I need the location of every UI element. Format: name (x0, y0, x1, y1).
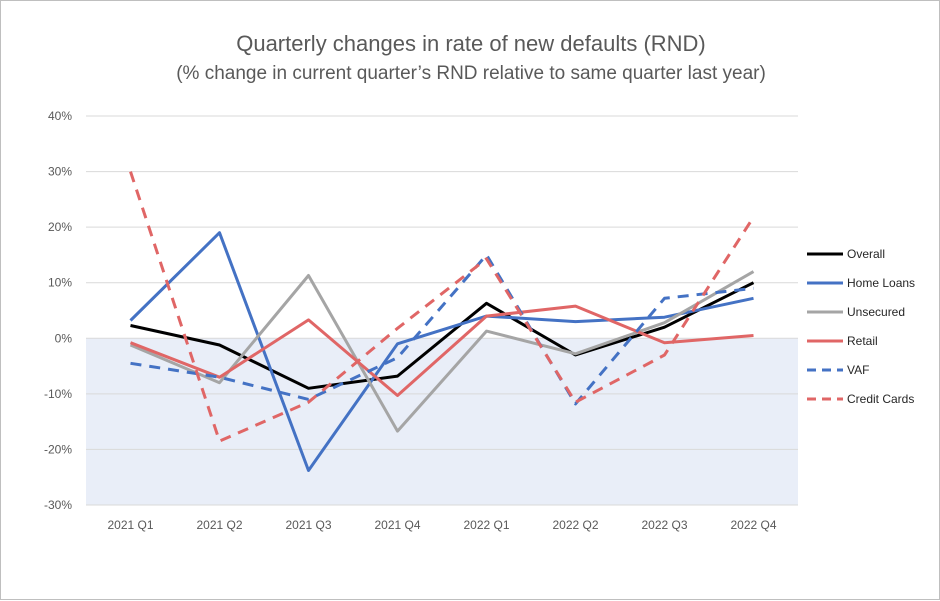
x-tick-label: 2021 Q3 (285, 518, 331, 532)
legend-label-home-loans: Home Loans (847, 276, 915, 290)
legend-label-unsecured: Unsecured (847, 305, 905, 319)
series-line-unsecured (129, 270, 755, 433)
y-tick-label: -30% (44, 498, 72, 512)
y-tick-label: 40% (48, 109, 72, 123)
legend-label-credit-cards: Credit Cards (847, 392, 914, 406)
y-tick-label: -10% (44, 387, 72, 401)
x-tick-label: 2022 Q1 (463, 518, 509, 532)
x-tick-label: 2022 Q4 (730, 518, 776, 532)
chart-title: Quarterly changes in rate of new default… (236, 31, 706, 56)
legend-label-retail: Retail (847, 334, 878, 348)
legend-label-vaf: VAF (847, 363, 869, 377)
x-tick-label: 2021 Q2 (196, 518, 242, 532)
negative-region-shade (86, 338, 798, 505)
y-tick-label: 30% (48, 165, 72, 179)
x-tick-label: 2022 Q2 (552, 518, 598, 532)
series-line-vaf (130, 253, 754, 406)
y-tick-label: -20% (44, 442, 72, 456)
x-tick-label: 2021 Q1 (107, 518, 153, 532)
x-tick-label: 2021 Q4 (374, 518, 420, 532)
y-tick-label: 0% (55, 331, 73, 345)
series-line-overall (130, 281, 755, 390)
x-tick-label: 2022 Q3 (641, 518, 687, 532)
legend-label-overall: Overall (847, 247, 885, 261)
y-tick-label: 20% (48, 220, 72, 234)
y-tick-label: 10% (48, 276, 72, 290)
series-line-credit-cards (129, 171, 755, 443)
chart-subtitle: (% change in current quarter’s RND relat… (176, 63, 766, 84)
series-line-retail (129, 304, 754, 397)
